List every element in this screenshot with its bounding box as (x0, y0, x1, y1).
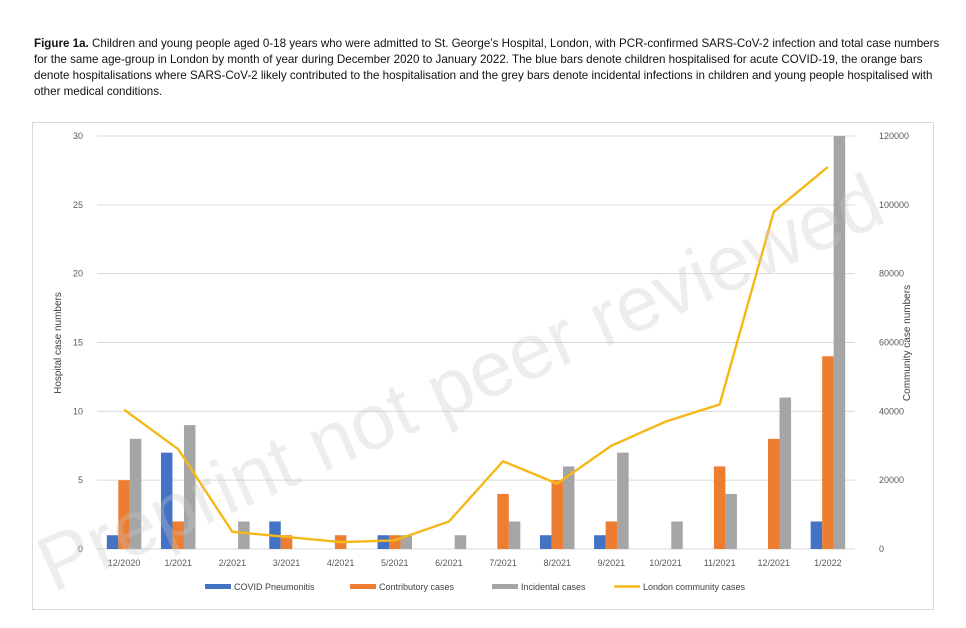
figure-caption: Figure 1a. Children and young people age… (34, 36, 944, 100)
bar-contributory-cases-8-2021 (551, 480, 563, 549)
y-tick-right-20000: 20000 (879, 475, 904, 485)
y-tick-left-30: 30 (73, 131, 83, 141)
x-tick-9-2021: 9/2021 (598, 558, 626, 568)
bar-incidental-cases-10-2021 (671, 521, 683, 549)
x-tick-3-2021: 3/2021 (273, 558, 301, 568)
y-tick-right-0: 0 (879, 544, 884, 554)
y-tick-left-0: 0 (78, 544, 83, 554)
bar-covid-pneumonitis-1-2021 (160, 452, 173, 549)
bar-incidental-cases-7-2021 (508, 521, 521, 549)
bar-incidental-cases-2-2021 (238, 521, 250, 549)
x-tick-6-2021: 6/2021 (435, 558, 463, 568)
bar-contributory-cases-12-2020 (118, 480, 130, 549)
bar-contributory-cases-9-2021 (605, 521, 618, 549)
bar-incidental-cases-1-2022 (833, 136, 846, 549)
y-axis-title-right: Community case numbers (902, 285, 913, 401)
tick-labels: 0 5 10 15 20 25 30 0 20000 40000 60000 80000 100000 1… (73, 131, 909, 568)
legend-label-covid-pneumonitis: COVID Pneumonitis (234, 582, 315, 592)
bar-incidental-cases-8-2021 (562, 466, 575, 549)
y-tick-left-20: 20 (73, 269, 83, 279)
x-tick-11-2021: 11/2021 (704, 558, 736, 568)
series-line-london-community-cases (123, 166, 829, 544)
bar-contributory-cases-11-2021 (713, 466, 726, 549)
bar-covid-pneumonitis-12-2020 (106, 535, 119, 549)
y-tick-right-120000: 120000 (879, 131, 909, 141)
bar-incidental-cases-9-2021 (617, 452, 629, 549)
legend-label-london-community-cases: London community cases (643, 582, 746, 592)
y-tick-right-80000: 80000 (879, 269, 904, 279)
y-tick-right-40000: 40000 (879, 406, 904, 416)
chart-area: 0 5 10 15 20 25 30 0 20000 40000 60000 80000 100000 1… (32, 122, 934, 610)
x-tick-12-2020: 12/2020 (108, 558, 141, 568)
legend: COVID Pneumonitis Contributory cases Incid… (205, 582, 746, 592)
bar-covid-pneumonitis-5-2021 (377, 535, 390, 549)
y-axis-title-left: Hospital case numbers (53, 292, 64, 394)
community-line-group (123, 166, 829, 544)
x-tick-12-2021: 12/2021 (758, 558, 791, 568)
bar-contributory-cases-1-2022 (822, 356, 834, 549)
legend-swatch-contributory-cases (350, 584, 376, 589)
legend-swatch-covid-pneumonitis (205, 584, 231, 589)
legend-label-incidental-cases: Incidental cases (521, 582, 586, 592)
bar-incidental-cases-6-2021 (454, 535, 467, 549)
x-tick-4-2021: 4/2021 (327, 558, 355, 568)
x-tick-2-2021: 2/2021 (219, 558, 247, 568)
y-tick-left-5: 5 (78, 475, 83, 485)
x-tick-10-2021: 10/2021 (649, 558, 682, 568)
legend-label-contributory-cases: Contributory cases (379, 582, 455, 592)
x-tick-7-2021: 7/2021 (489, 558, 517, 568)
chart-svg: 0 5 10 15 20 25 30 0 20000 40000 60000 80000 100000 1… (33, 131, 913, 609)
bar-incidental-cases-12-2020 (129, 438, 142, 549)
y-tick-left-10: 10 (73, 406, 83, 416)
y-tick-right-60000: 60000 (879, 338, 904, 348)
bars (106, 136, 846, 549)
x-tick-5-2021: 5/2021 (381, 558, 409, 568)
bar-incidental-cases-12-2021 (779, 397, 792, 549)
bar-incidental-cases-5-2021 (400, 535, 413, 549)
x-tick-8-2021: 8/2021 (543, 558, 571, 568)
bar-contributory-cases-5-2021 (389, 535, 401, 549)
y-tick-right-100000: 100000 (879, 200, 909, 210)
x-tick-1-2022: 1/2022 (814, 558, 842, 568)
bar-contributory-cases-3-2021 (280, 535, 293, 549)
bar-covid-pneumonitis-1-2022 (810, 521, 823, 549)
bar-incidental-cases-11-2021 (725, 493, 737, 549)
bar-covid-pneumonitis-9-2021 (594, 535, 606, 549)
y-tick-left-15: 15 (73, 338, 83, 348)
gridlines (97, 135, 855, 550)
figure-caption-text: Children and young people aged 0-18 year… (34, 37, 940, 98)
legend-swatch-incidental-cases (492, 584, 518, 589)
bar-covid-pneumonitis-8-2021 (539, 535, 552, 549)
y-tick-left-25: 25 (73, 200, 83, 210)
bar-contributory-cases-12-2021 (768, 438, 780, 549)
x-tick-1-2021: 1/2021 (164, 558, 192, 568)
figure-label: Figure 1a. (34, 37, 89, 50)
bar-contributory-cases-7-2021 (497, 493, 509, 549)
bar-incidental-cases-1-2021 (183, 425, 196, 549)
bar-contributory-cases-1-2021 (172, 521, 184, 549)
